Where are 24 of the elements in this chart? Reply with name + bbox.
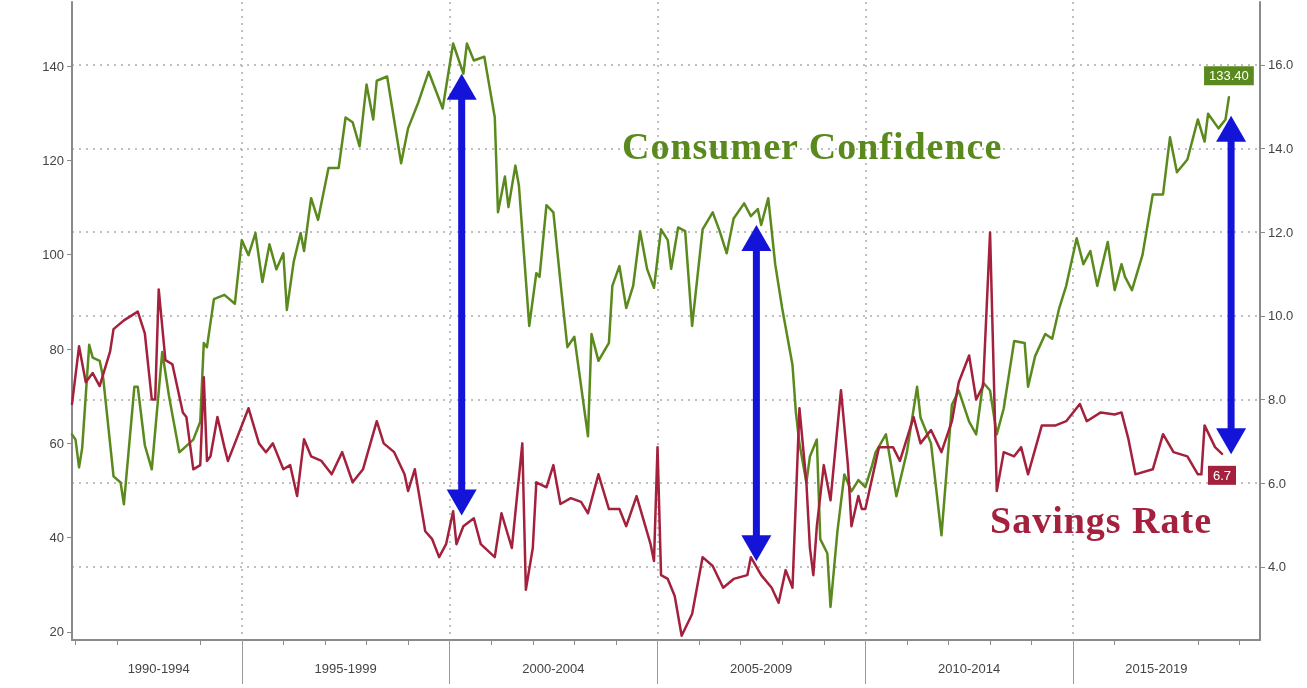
data-label: 133.40: [1209, 68, 1249, 84]
x-tick-label: 1990-1994: [127, 661, 190, 676]
y2-tick-label: 14.0: [1268, 140, 1294, 156]
x-tick-label: 1995-1999: [314, 661, 377, 676]
y2-tick-label: 6.0: [1268, 475, 1287, 491]
y-tick-label: 120: [42, 152, 64, 168]
y-tick-label: 20: [49, 624, 64, 640]
y2-tick-label: 12.0: [1268, 224, 1294, 240]
y2-tick-label: 4.0: [1268, 559, 1287, 575]
x-tick-label: 2010-2014: [938, 661, 1001, 676]
y-tick-label: 140: [42, 58, 64, 74]
y-tick-label: 80: [49, 341, 64, 357]
y2-tick-label: 8.0: [1268, 391, 1287, 407]
legend-label: Savings Rate: [990, 498, 1213, 542]
y2-tick-label: 10.0: [1268, 308, 1294, 324]
y-tick-label: 40: [49, 530, 64, 546]
x-tick-label: 2000-2004: [522, 661, 585, 676]
y2-tick-label: 16.0: [1268, 57, 1294, 73]
x-tick-label: 2015-2019: [1125, 661, 1188, 676]
y-tick-label: 60: [49, 435, 64, 451]
x-tick-label: 2005-2009: [730, 661, 793, 676]
data-label: 6.7: [1212, 467, 1232, 483]
series-label: Consumer Confidence: [622, 124, 1003, 168]
y-tick-label: 100: [42, 247, 64, 263]
